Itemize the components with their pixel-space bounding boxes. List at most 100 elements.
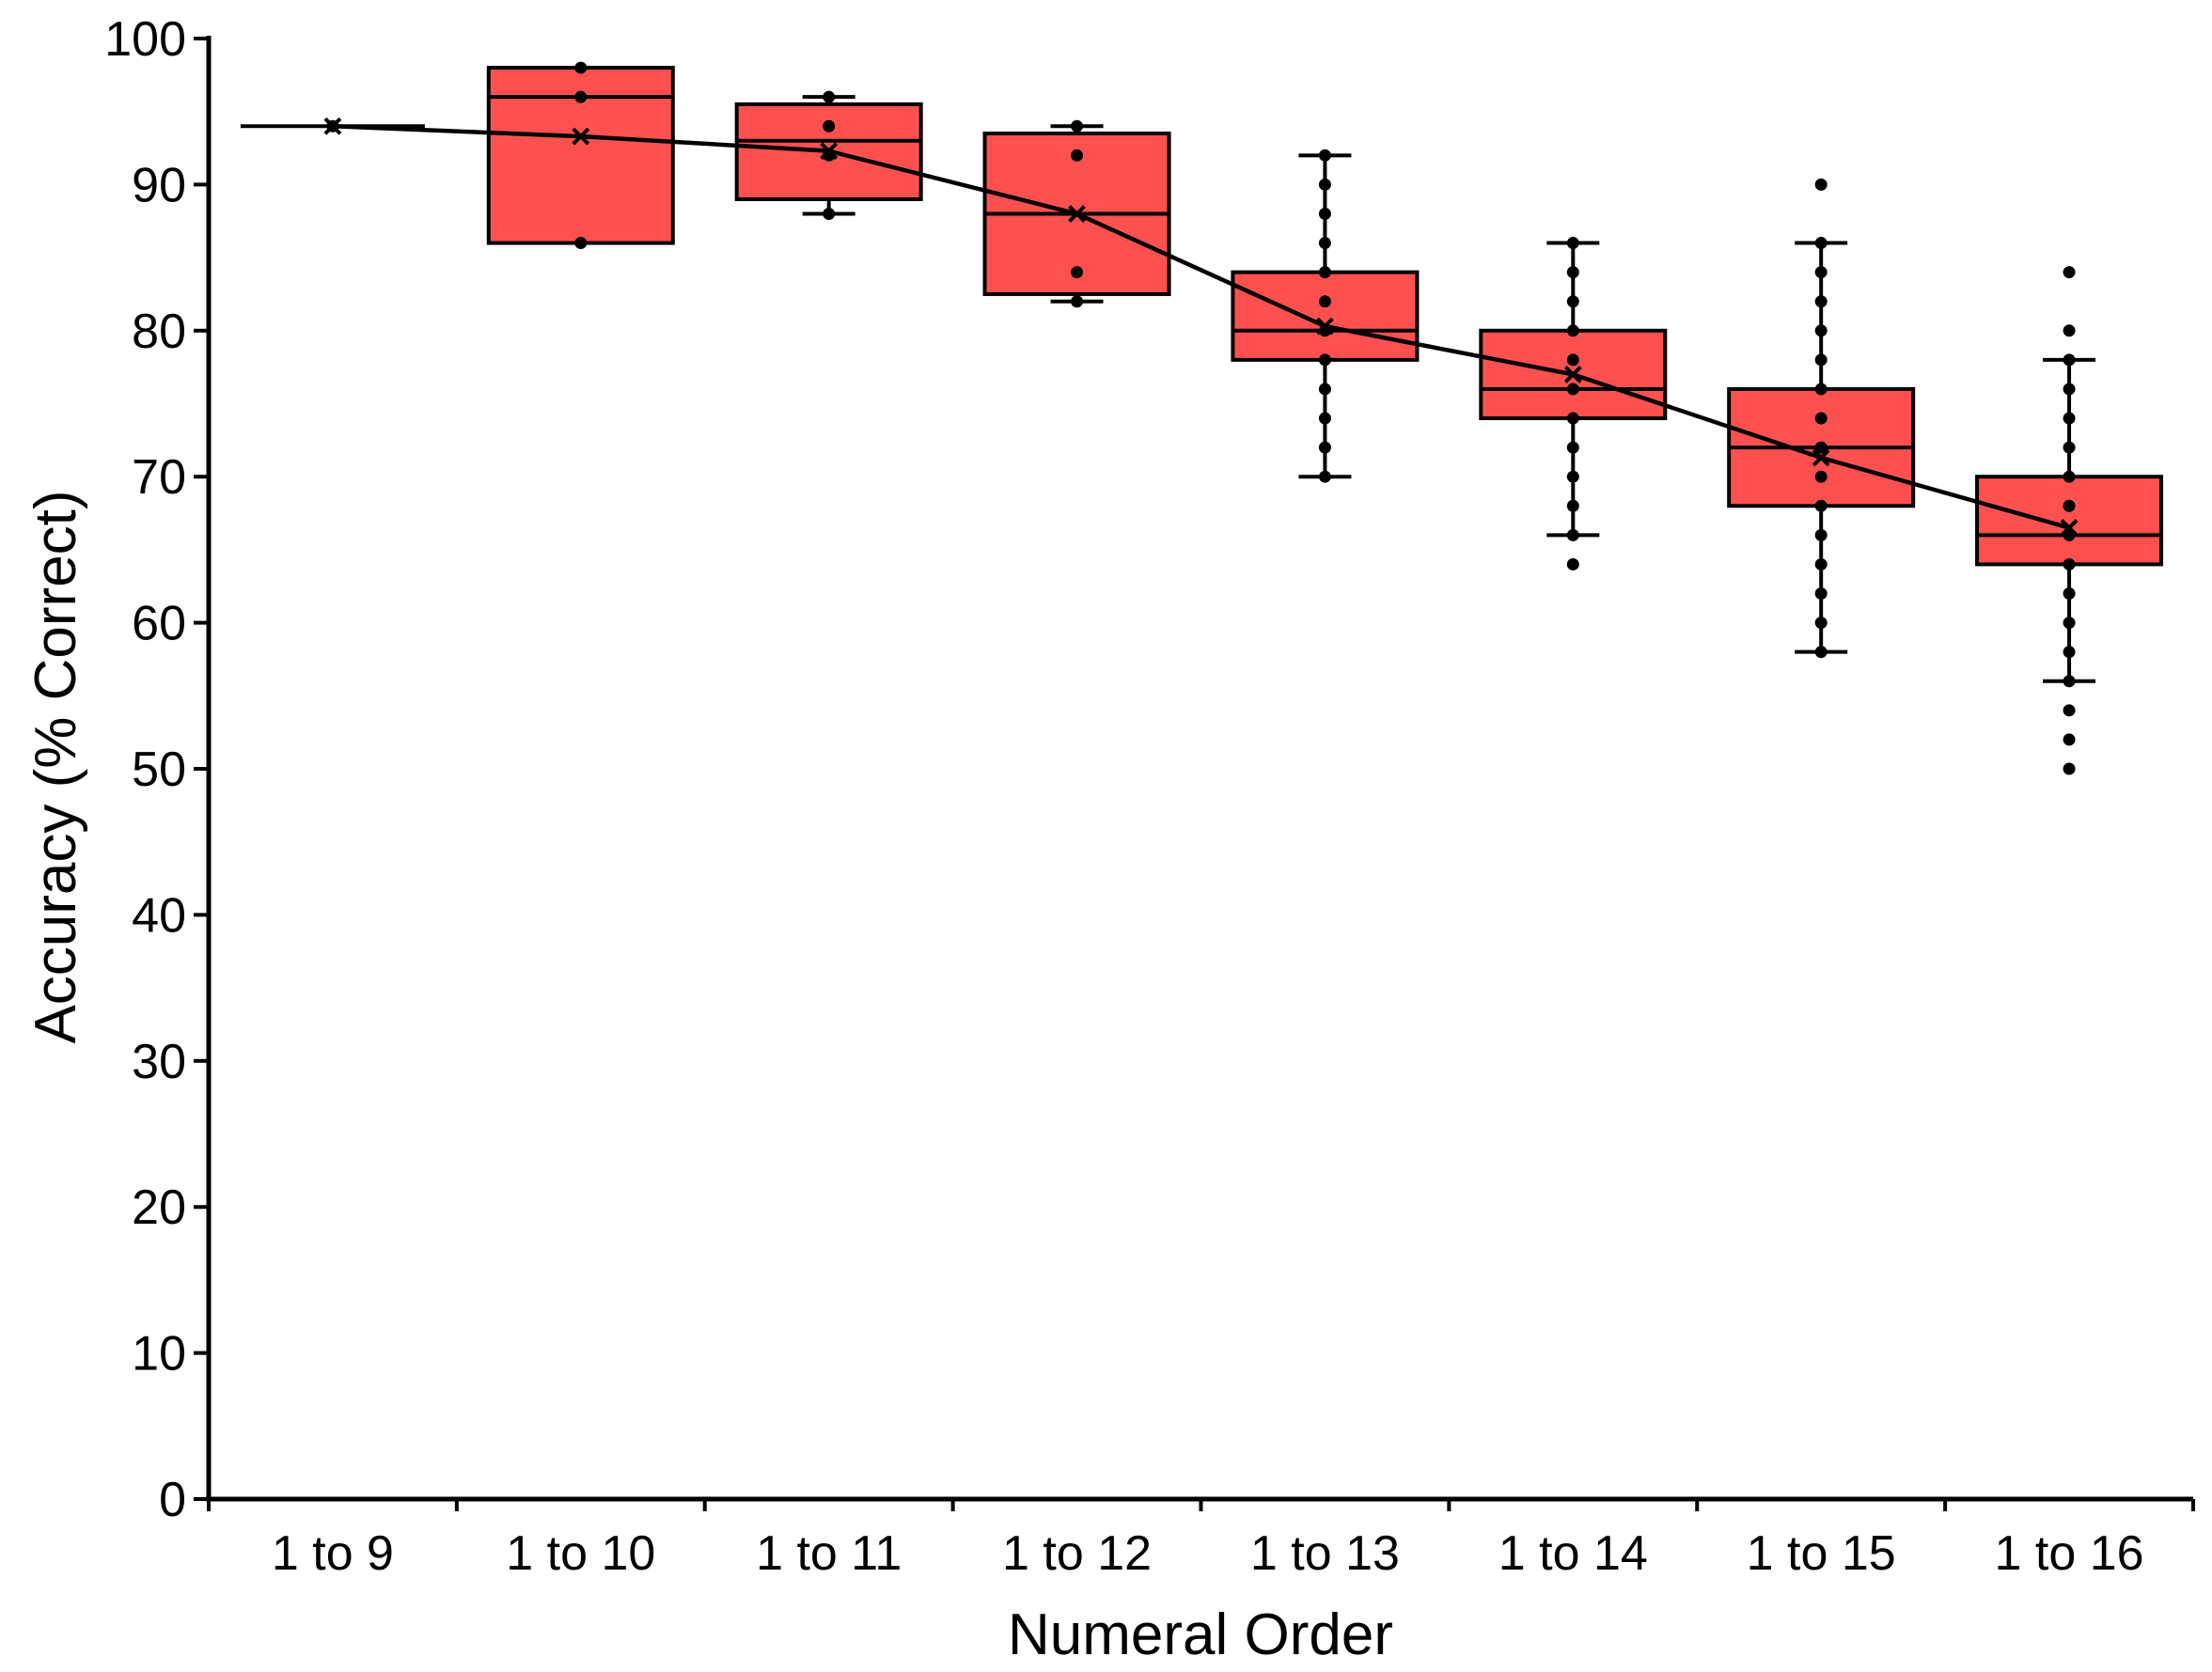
- data-point: [1814, 383, 1828, 396]
- data-point: [1318, 412, 1331, 425]
- data-point: [1814, 353, 1828, 367]
- data-point: [2063, 499, 2076, 512]
- y-tick-label: 0: [159, 1473, 186, 1527]
- box-group-1-to-15: [1727, 178, 1916, 659]
- data-point: [1814, 499, 1828, 512]
- data-point: [1814, 324, 1828, 337]
- plot-area: [240, 61, 2164, 775]
- data-point: [1814, 441, 1828, 454]
- data-point: [1318, 266, 1331, 279]
- mean-marker-stroke: [1812, 448, 1830, 467]
- y-tick-label: 50: [132, 742, 186, 797]
- data-point: [1318, 295, 1331, 308]
- data-point: [1566, 237, 1579, 250]
- data-point: [1814, 412, 1828, 425]
- box-body: [1231, 270, 1420, 362]
- data-point: [2063, 557, 2076, 570]
- mean-marker: [1068, 205, 1086, 223]
- data-point: [2063, 762, 2076, 775]
- mean-marker-stroke: [572, 127, 590, 146]
- data-point: [2063, 704, 2076, 717]
- mean-marker: [572, 127, 590, 146]
- data-point: [2063, 383, 2076, 396]
- box-group-1-to-14: [1479, 237, 1668, 570]
- mean-marker-stroke: [323, 117, 342, 135]
- mean-marker: [820, 142, 839, 161]
- data-point: [1566, 557, 1579, 570]
- data-point: [2063, 587, 2076, 601]
- data-point: [574, 90, 588, 103]
- y-tick-label: 70: [132, 450, 186, 505]
- data-point: [1318, 383, 1331, 396]
- x-tick-label: 1 to 16: [1995, 1526, 2144, 1581]
- data-point: [1814, 266, 1828, 279]
- data-point: [1814, 528, 1828, 541]
- x-tick-label: 1 to 9: [272, 1526, 394, 1581]
- data-point: [1318, 237, 1331, 250]
- data-point: [1814, 178, 1828, 191]
- box-group-1-to-10: [486, 61, 675, 250]
- data-point: [1566, 353, 1579, 367]
- mean-marker-stroke: [1068, 205, 1086, 223]
- data-point: [1071, 266, 1084, 279]
- box-group-1-to-11: [734, 90, 923, 220]
- data-point: [1566, 412, 1579, 425]
- data-point: [823, 90, 836, 103]
- x-tick-label: 1 to 10: [506, 1526, 655, 1581]
- data-point: [2063, 324, 2076, 337]
- data-point: [574, 61, 588, 74]
- data-point: [1566, 324, 1579, 337]
- data-point: [1318, 470, 1331, 483]
- y-axis-title: Accuracy (% Correct): [24, 490, 88, 1043]
- mean-marker-stroke: [1316, 317, 1334, 336]
- mean-marker: [2060, 519, 2079, 538]
- data-point: [823, 207, 836, 220]
- y-tick-label: 60: [132, 597, 186, 651]
- data-point: [2063, 646, 2076, 659]
- data-point: [574, 237, 588, 250]
- axes: 0 10 20 30 40 50 60 70 80 90 100 1 to 9 1 to 10 1 to …: [104, 12, 2195, 1581]
- data-point: [1566, 470, 1579, 483]
- data-point: [2063, 675, 2076, 688]
- mean-marker-stroke: [1563, 366, 1582, 383]
- box-group-1-to-16: [1975, 266, 2164, 775]
- data-point: [2063, 470, 2076, 483]
- data-point: [1566, 383, 1579, 396]
- y-tick-label: 10: [132, 1327, 186, 1382]
- data-point: [1318, 148, 1331, 162]
- mean-marker-stroke: [820, 142, 839, 161]
- data-point: [2063, 353, 2076, 367]
- mean-marker: [1563, 366, 1582, 383]
- data-point: [2063, 412, 2076, 425]
- y-tick-label: 80: [132, 305, 186, 359]
- x-tick-label: 1 to 13: [1250, 1526, 1400, 1581]
- data-point: [1566, 266, 1579, 279]
- box-body: [1975, 475, 2164, 567]
- box-group-1-to-13: [1231, 148, 1420, 483]
- data-point: [1566, 441, 1579, 454]
- mean-trend-line: [332, 123, 2070, 530]
- data-point: [1318, 353, 1331, 367]
- y-tick-label: 20: [132, 1180, 186, 1235]
- data-point: [1071, 148, 1084, 162]
- y-tick-label: 90: [132, 158, 186, 212]
- data-point: [1071, 295, 1084, 308]
- data-point: [2063, 266, 2076, 279]
- data-point: [1566, 528, 1579, 541]
- data-point: [2063, 441, 2076, 454]
- y-tick-label: 30: [132, 1035, 186, 1089]
- x-tick-label: 1 to 12: [1002, 1526, 1152, 1581]
- data-point: [1318, 207, 1331, 220]
- mean-marker: [323, 117, 342, 135]
- mean-marker: [1316, 317, 1334, 336]
- data-point: [1814, 470, 1828, 483]
- data-point: [1814, 617, 1828, 630]
- x-axis-title: Numeral Order: [1008, 1602, 1393, 1667]
- mean-marker-stroke: [2060, 519, 2079, 538]
- data-point: [1566, 295, 1579, 308]
- data-point: [1814, 646, 1828, 659]
- data-point: [1566, 499, 1579, 512]
- data-point: [1814, 557, 1828, 570]
- data-point: [1318, 441, 1331, 454]
